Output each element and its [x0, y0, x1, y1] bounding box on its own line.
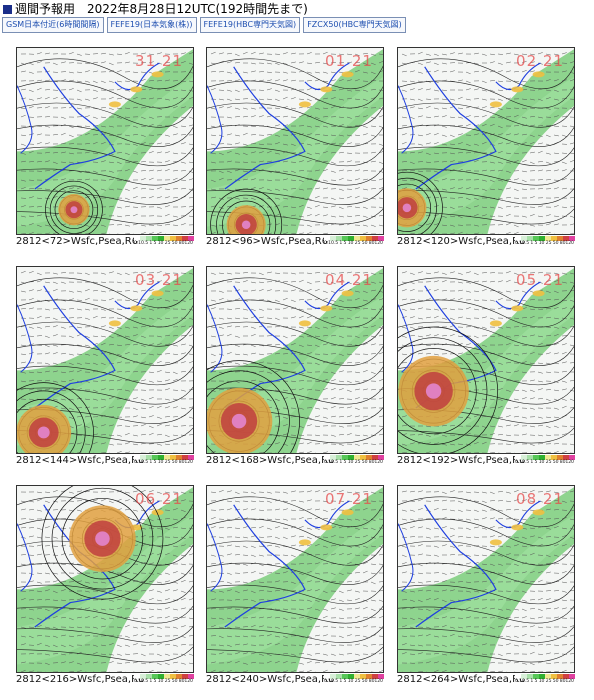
- forecast-map[interactable]: 07 21: [206, 485, 384, 673]
- forecast-map[interactable]: 04 21: [206, 266, 384, 454]
- precip-color-scale: 0.10.5 1 5 10 25 50 80120: [324, 236, 384, 248]
- scale-labels: 0.10.5 1 5 10 25 50 80120: [324, 460, 383, 465]
- link-fefe19-hbc[interactable]: FEFE19(HBC専門天気図): [199, 17, 301, 33]
- precip-color-scale: 0.10.5 1 5 10 25 50 80120: [515, 455, 575, 467]
- scale-labels: 0.10.5 1 5 10 25 50 80120: [515, 679, 574, 684]
- forecast-panel: 01 21 2812<96>Wsfc,Psea,R6 0.10.5 1 5 10…: [206, 47, 384, 248]
- map-caption: 2812<96>Wsfc,Psea,R6: [206, 236, 329, 247]
- map-caption: 2812<264>Wsfc,Psea,R6: [397, 674, 526, 685]
- title-square-icon: [3, 4, 12, 14]
- forecast-panel: 08 21 2812<264>Wsfc,Psea,R6 0.10.5 1 5 1…: [397, 485, 575, 686]
- valid-date-label: 06 21: [135, 490, 183, 508]
- valid-date-label: 08 21: [516, 490, 564, 508]
- valid-date-label: 31 21: [135, 52, 183, 70]
- scale-labels: 0.10.5 1 5 10 25 50 80120: [515, 460, 574, 465]
- valid-date-label: 04 21: [325, 271, 373, 289]
- precip-color-scale: 0.10.5 1 5 10 25 50 80120: [515, 236, 575, 248]
- forecast-panel: 04 21 2812<168>Wsfc,Psea,R6 0.10.5 1 5 1…: [206, 266, 384, 467]
- precip-color-scale: 0.10.5 1 5 10 25 50 80120: [324, 455, 384, 467]
- scale-labels: 0.10.5 1 5 10 25 50 80120: [324, 241, 383, 246]
- forecast-map[interactable]: 05 21: [397, 266, 575, 454]
- map-caption: 2812<72>Wsfc,Psea,R6: [16, 236, 139, 247]
- forecast-map[interactable]: 01 21: [206, 47, 384, 235]
- precip-color-scale: 0.10.5 1 5 10 25 50 80120: [134, 236, 194, 248]
- page-title-text: 週間予報用 2022年8月28日12UTC(192時間先まで): [15, 2, 308, 16]
- scale-labels: 0.10.5 1 5 10 25 50 80120: [134, 679, 193, 684]
- link-fzcx50-hbc[interactable]: FZCX50(HBC専門天気図): [303, 17, 406, 33]
- valid-date-label: 03 21: [135, 271, 183, 289]
- scale-labels: 0.10.5 1 5 10 25 50 80120: [324, 679, 383, 684]
- scale-labels: 0.10.5 1 5 10 25 50 80120: [134, 460, 193, 465]
- page-title: 週間予報用 2022年8月28日12UTC(192時間先まで): [3, 2, 308, 16]
- forecast-map[interactable]: 03 21: [16, 266, 194, 454]
- link-gsm-japan[interactable]: GSM日本付近(6時間間隔): [2, 17, 104, 33]
- valid-date-label: 01 21: [325, 52, 373, 70]
- map-caption: 2812<192>Wsfc,Psea,R6: [397, 455, 526, 466]
- map-caption: 2812<120>Wsfc,Psea,R6: [397, 236, 526, 247]
- forecast-panel: 06 21 2812<216>Wsfc,Psea,R6 0.10.5 1 5 1…: [16, 485, 194, 686]
- forecast-panel: 05 21 2812<192>Wsfc,Psea,R6 0.10.5 1 5 1…: [397, 266, 575, 467]
- precip-color-scale: 0.10.5 1 5 10 25 50 80120: [134, 674, 194, 686]
- forecast-panel: 07 21 2812<240>Wsfc,Psea,R6 0.10.5 1 5 1…: [206, 485, 384, 686]
- valid-date-label: 07 21: [325, 490, 373, 508]
- valid-date-label: 05 21: [516, 271, 564, 289]
- map-caption: 2812<168>Wsfc,Psea,R6: [206, 455, 335, 466]
- precip-color-scale: 0.10.5 1 5 10 25 50 80120: [324, 674, 384, 686]
- forecast-panel: 02 21 2812<120>Wsfc,Psea,R6 0.10.5 1 5 1…: [397, 47, 575, 248]
- scale-labels: 0.10.5 1 5 10 25 50 80120: [134, 241, 193, 246]
- forecast-panel: 03 21 2812<144>Wsfc,Psea,R6 0.10.5 1 5 1…: [16, 266, 194, 467]
- precip-color-scale: 0.10.5 1 5 10 25 50 80120: [515, 674, 575, 686]
- forecast-map[interactable]: 08 21: [397, 485, 575, 673]
- map-caption: 2812<144>Wsfc,Psea,R6: [16, 455, 145, 466]
- map-caption: 2812<240>Wsfc,Psea,R6: [206, 674, 335, 685]
- scale-labels: 0.10.5 1 5 10 25 50 80120: [515, 241, 574, 246]
- valid-date-label: 02 21: [516, 52, 564, 70]
- precip-color-scale: 0.10.5 1 5 10 25 50 80120: [134, 455, 194, 467]
- link-fefe19-jwa[interactable]: FEFE19(日本気象(株)): [106, 17, 197, 33]
- forecast-map[interactable]: 31 21: [16, 47, 194, 235]
- forecast-map[interactable]: 06 21: [16, 485, 194, 673]
- forecast-map[interactable]: 02 21: [397, 47, 575, 235]
- forecast-panel: 31 21 2812<72>Wsfc,Psea,R6 0.10.5 1 5 10…: [16, 47, 194, 248]
- product-links: GSM日本付近(6時間間隔) FEFE19(日本気象(株)) FEFE19(HB…: [2, 17, 406, 33]
- map-caption: 2812<216>Wsfc,Psea,R6: [16, 674, 145, 685]
